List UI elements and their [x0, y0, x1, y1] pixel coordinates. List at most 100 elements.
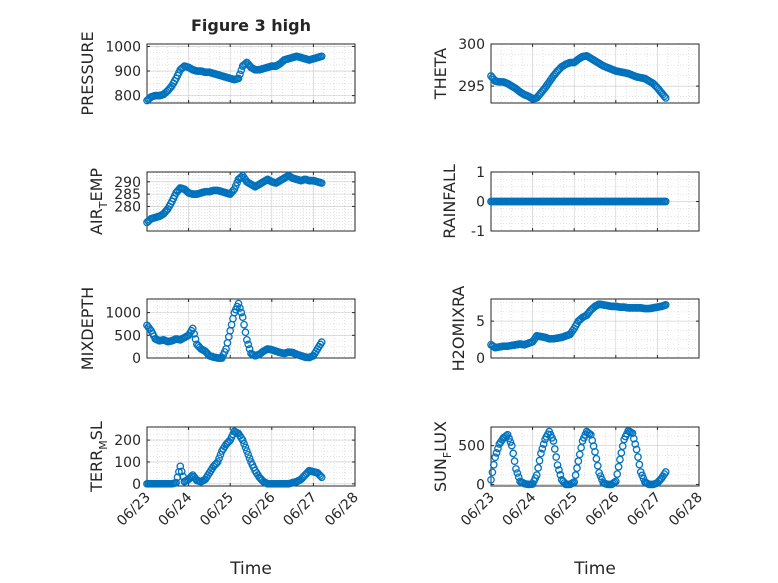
x-tick-label: 06/27 [280, 490, 320, 530]
data-point [552, 453, 561, 461]
y-tick-label: 290 [114, 175, 141, 191]
data-point [241, 59, 250, 68]
data-point [553, 461, 562, 469]
y-axis-label: MIXDEPTH [78, 287, 97, 370]
subplot-theta: 295 300 THETA [431, 37, 700, 104]
y-tick-label: 0 [476, 195, 485, 211]
data-point [513, 469, 522, 477]
y-tick-label: 1000 [105, 306, 141, 322]
data-point [242, 335, 251, 344]
data-point [317, 179, 326, 187]
data-point [317, 338, 326, 346]
x-tick-label: 06/25 [197, 490, 237, 530]
data-point [628, 429, 637, 438]
figure-title: Figure 3 high [191, 16, 311, 35]
data-point [632, 445, 641, 454]
data-point [236, 304, 244, 312]
y-axis-label: H2OMIXRA [449, 286, 468, 372]
axes-frame [490, 426, 700, 487]
data-point [242, 447, 251, 455]
data-point [634, 453, 642, 461]
data-point [631, 440, 640, 448]
plot-area [147, 299, 355, 358]
data-point [175, 467, 183, 476]
y-axis-label: THETA [431, 48, 450, 100]
subplot-pressure: 800 900 1000 PRESSURE [78, 31, 356, 116]
x-tick-label: 06/23 [458, 490, 498, 530]
data-point [534, 464, 542, 472]
data-point [240, 439, 248, 448]
data-point [532, 471, 541, 479]
data-point [190, 329, 198, 338]
x-tick-label: 06/23 [114, 490, 154, 530]
y-tick-label: 0 [132, 351, 141, 367]
y-tick-label: 900 [114, 64, 141, 80]
x-tick-label: 06/25 [541, 490, 581, 530]
data-point [240, 320, 248, 329]
data-point [549, 437, 558, 445]
data-point [610, 478, 619, 487]
subplot-h2omixra: 0 5 H2OMIXRA [449, 286, 700, 372]
y-tick-label: 500 [458, 439, 485, 455]
data-point [614, 463, 623, 471]
data-point [661, 94, 670, 102]
data-point [660, 92, 669, 101]
data-point [537, 449, 545, 458]
data-point [661, 301, 670, 309]
y-tick-label: 200 [114, 433, 141, 449]
x-axis-label-right: Time [573, 559, 616, 579]
x-tick-label: 06/26 [583, 489, 623, 529]
axes-frame [490, 43, 700, 104]
data-point [505, 434, 513, 443]
data-point [244, 340, 253, 349]
data-point [556, 471, 565, 479]
y-tick-label: 0 [132, 477, 141, 493]
data-point [237, 308, 246, 317]
data-point [176, 462, 185, 471]
data-point [488, 468, 497, 477]
data-point [570, 478, 579, 486]
axes-frame [146, 43, 356, 104]
data-point [317, 52, 326, 61]
data-point [661, 197, 670, 206]
data-point [512, 465, 520, 473]
data-point [539, 440, 548, 448]
data-point [510, 457, 519, 466]
data-point [316, 471, 325, 480]
data-point [538, 444, 547, 453]
y-tick-label: 100 [114, 455, 141, 471]
y-tick-label: 295 [458, 79, 485, 95]
data-point [661, 468, 670, 476]
data-point [215, 454, 223, 463]
y-tick-label: 0 [476, 477, 485, 493]
y-tick-label: 300 [458, 37, 485, 53]
data-point [489, 460, 498, 469]
data-point [491, 453, 500, 462]
data-point [188, 324, 197, 333]
data-point [509, 449, 518, 458]
subplot-rainfall: -1 0 1 RAINFALL [440, 164, 700, 240]
data-point [503, 430, 512, 439]
data-point [611, 477, 620, 486]
x-tick-label: 06/28 [666, 490, 706, 530]
x-tick-label: 06/28 [322, 490, 362, 530]
data-point [571, 471, 580, 479]
data-point [244, 450, 253, 459]
axes-frame [490, 298, 700, 359]
data-point [487, 475, 495, 484]
x-tick-label: 06/24 [156, 489, 196, 529]
data-point [591, 447, 599, 456]
axes-frame [146, 171, 356, 232]
data-point [238, 313, 247, 322]
y-tick-label: -1 [471, 224, 485, 240]
data-point [173, 473, 182, 482]
data-point [494, 444, 502, 453]
data-point [629, 434, 638, 443]
y-tick-label: 500 [114, 328, 141, 344]
data-point [234, 74, 243, 83]
data-point [213, 458, 222, 466]
